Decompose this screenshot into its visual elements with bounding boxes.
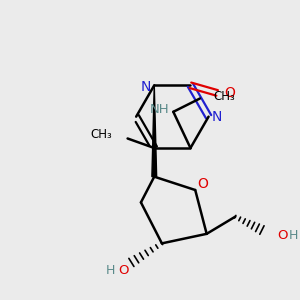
Text: O: O bbox=[224, 86, 235, 100]
Text: CH₃: CH₃ bbox=[213, 90, 235, 103]
Text: O: O bbox=[277, 229, 288, 242]
Text: N: N bbox=[212, 110, 222, 124]
Text: O: O bbox=[197, 177, 208, 191]
Polygon shape bbox=[152, 85, 157, 177]
Text: H: H bbox=[289, 229, 298, 242]
Text: O: O bbox=[118, 263, 129, 277]
Text: NH: NH bbox=[150, 103, 170, 116]
Text: N: N bbox=[140, 80, 151, 94]
Text: H: H bbox=[106, 263, 115, 277]
Text: CH₃: CH₃ bbox=[91, 128, 112, 141]
